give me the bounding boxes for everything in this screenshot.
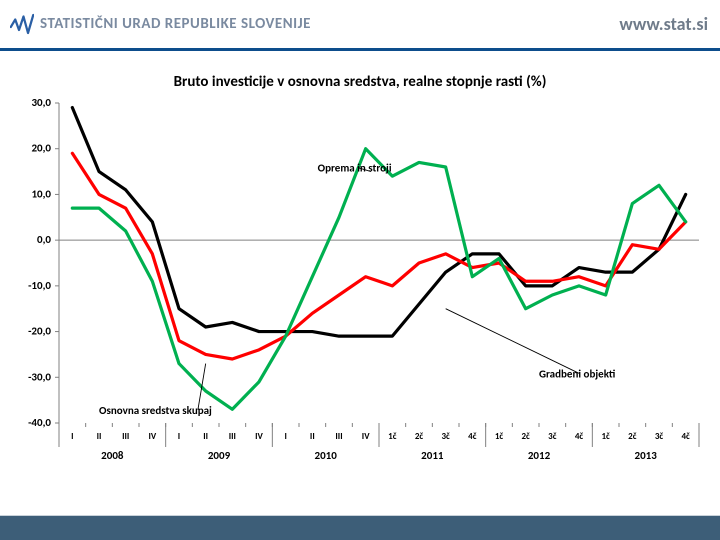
svg-text:I: I (284, 431, 286, 442)
chart-area: 30,020,010,00,0-10,0-20,0-30,0-40,0IIIII… (15, 93, 705, 503)
svg-text:III: III (335, 431, 342, 442)
footer-bar (0, 515, 720, 540)
svg-text:4č: 4č (468, 431, 477, 442)
svg-text:I: I (71, 431, 73, 442)
svg-text:IV: IV (148, 431, 156, 442)
svg-text:2č: 2č (522, 431, 531, 442)
svg-text:4č: 4č (682, 431, 691, 442)
svg-text:II: II (310, 431, 315, 442)
chart-svg: 30,020,010,00,0-10,0-20,0-30,0-40,0IIIII… (15, 93, 705, 503)
svg-text:II: II (97, 431, 102, 442)
svg-text:III: III (229, 431, 236, 442)
annotation-label: Gradbeni objekti (539, 367, 616, 380)
svg-text:-20,0: -20,0 (28, 325, 51, 338)
brand-left: STATISTIČNI URAD REPUBLIKE SLOVENIJE (10, 12, 311, 36)
svg-text:2010: 2010 (315, 449, 338, 462)
svg-text:10,0: 10,0 (31, 187, 51, 200)
svg-text:4č: 4č (575, 431, 584, 442)
svg-text:3č: 3č (548, 431, 557, 442)
svg-text:2č: 2č (628, 431, 637, 442)
svg-text:IV: IV (362, 431, 370, 442)
svg-text:IV: IV (255, 431, 263, 442)
svg-text:2009: 2009 (208, 449, 231, 462)
annotation-label: Oprema in stroji (318, 162, 392, 175)
annotation-label: Osnovna sredstva skupaj (99, 404, 212, 417)
svg-text:20,0: 20,0 (31, 142, 51, 155)
header: STATISTIČNI URAD REPUBLIKE SLOVENIJE www… (0, 0, 720, 51)
svg-text:2č: 2č (415, 431, 424, 442)
series-gradbeni-objekti (72, 108, 685, 337)
svg-text:30,0: 30,0 (31, 96, 51, 109)
svg-text:-30,0: -30,0 (28, 370, 51, 383)
svg-text:II: II (203, 431, 208, 442)
svg-text:1č: 1č (388, 431, 397, 442)
svg-text:-10,0: -10,0 (28, 279, 51, 292)
svg-text:2011: 2011 (421, 449, 444, 462)
svg-text:III: III (122, 431, 129, 442)
svg-text:3č: 3č (442, 431, 451, 442)
svg-text:-40,0: -40,0 (28, 416, 51, 429)
svg-text:2008: 2008 (101, 449, 124, 462)
svg-text:1č: 1č (495, 431, 504, 442)
svg-text:2013: 2013 (635, 449, 658, 462)
svg-text:0,0: 0,0 (37, 233, 51, 246)
svg-text:3č: 3č (655, 431, 664, 442)
brand-text: STATISTIČNI URAD REPUBLIKE SLOVENIJE (40, 15, 311, 33)
stats-logo-icon (10, 12, 34, 36)
svg-text:1č: 1č (602, 431, 611, 442)
chart-title: Bruto investicije v osnovna sredstva, re… (0, 73, 720, 91)
svg-text:2012: 2012 (528, 449, 551, 462)
svg-text:I: I (178, 431, 180, 442)
brand-url: www.stat.si (619, 13, 708, 35)
